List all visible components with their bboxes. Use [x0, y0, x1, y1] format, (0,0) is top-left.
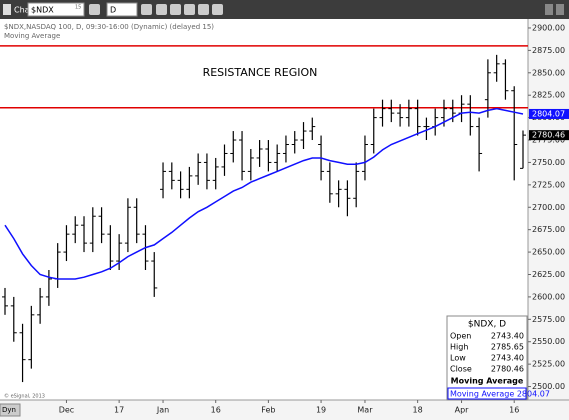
indicator-name: Moving Average [4, 32, 60, 40]
button[interactable] [184, 4, 195, 15]
price-flag [529, 108, 569, 119]
x-tick-label: Mar [357, 406, 373, 415]
price-flag-label: 2804.07 [532, 109, 565, 118]
y-tick-label: 2850.00 [532, 68, 565, 77]
interval: D [110, 6, 116, 15]
window-button[interactable] [545, 4, 553, 15]
info-label: Open [450, 332, 471, 341]
info-label: Close [450, 365, 472, 374]
y-tick-label: 2700.00 [532, 203, 565, 212]
y-tick-label: 2625.00 [532, 270, 565, 279]
y-tick-label: 2575.00 [532, 315, 565, 324]
button[interactable] [156, 4, 167, 15]
window-title: Chart [14, 6, 36, 15]
y-tick-label: 2875.00 [532, 46, 565, 55]
x-tick-label: 17 [114, 406, 124, 415]
x-tick-label: 16 [509, 406, 519, 415]
y-tick-label: 2500.00 [532, 382, 565, 391]
info-value: 2780.46 [491, 365, 524, 374]
chart-subtitle: $NDX,NASDAQ 100, D, 09:30-16:00 (Dynamic… [4, 23, 214, 31]
button[interactable] [198, 4, 209, 15]
y-tick-label: 2675.00 [532, 225, 565, 234]
y-tick-label: 2725.00 [532, 180, 565, 189]
y-tick-label: 2825.00 [532, 91, 565, 100]
button[interactable] [141, 4, 152, 15]
x-tick-label: Jan [156, 406, 169, 415]
info-indicator-row: Moving Average 2804.07 [450, 390, 550, 399]
info-title: $NDX, D [468, 320, 506, 330]
y-tick-label: 2650.00 [532, 248, 565, 257]
x-tick-label: Dec [59, 406, 74, 415]
info-indicator-box [447, 387, 527, 400]
price-axis [528, 19, 569, 400]
price-flag-label: 2780.46 [532, 131, 565, 140]
price-flag [529, 130, 569, 141]
x-tick-label: Apr [455, 406, 470, 415]
info-value: 2785.65 [491, 343, 524, 352]
moving-average-line [4, 107, 524, 280]
dyn-button[interactable] [0, 403, 21, 417]
symbol: $NDX [31, 6, 54, 15]
y-tick-label: 2900.00 [532, 23, 565, 32]
info-label: High [450, 343, 468, 352]
y-tick-label: 2600.00 [532, 292, 565, 301]
y-tick-label: 2525.00 [532, 360, 565, 369]
info-value: 2743.40 [491, 332, 524, 341]
x-tick-label: Feb [261, 406, 275, 415]
search-button[interactable] [89, 4, 100, 15]
chart-icon [3, 4, 11, 15]
x-tick-label: 18 [413, 406, 423, 415]
delay: 15 [75, 5, 81, 11]
info-box [446, 315, 528, 401]
y-tick-label: 2550.00 [532, 337, 565, 346]
y-tick-label: 2750.00 [532, 158, 565, 167]
button[interactable] [212, 4, 223, 15]
info-label: Low [450, 354, 466, 363]
button[interactable] [170, 4, 181, 15]
interval-box[interactable] [106, 2, 138, 17]
x-tick-label: 16 [211, 406, 221, 415]
time-axis [0, 400, 569, 420]
symbol-box[interactable] [27, 2, 85, 17]
dyn-label: Dyn [2, 406, 16, 414]
annotation: RESISTANCE REGION [203, 66, 318, 79]
window-button[interactable] [556, 4, 564, 15]
copyright: © eSignal, 2013 [4, 393, 45, 400]
x-tick-label: 19 [316, 406, 326, 415]
info-value: 2743.40 [491, 354, 524, 363]
toolbar [0, 0, 569, 19]
info-indicator: Moving Average [451, 377, 524, 386]
